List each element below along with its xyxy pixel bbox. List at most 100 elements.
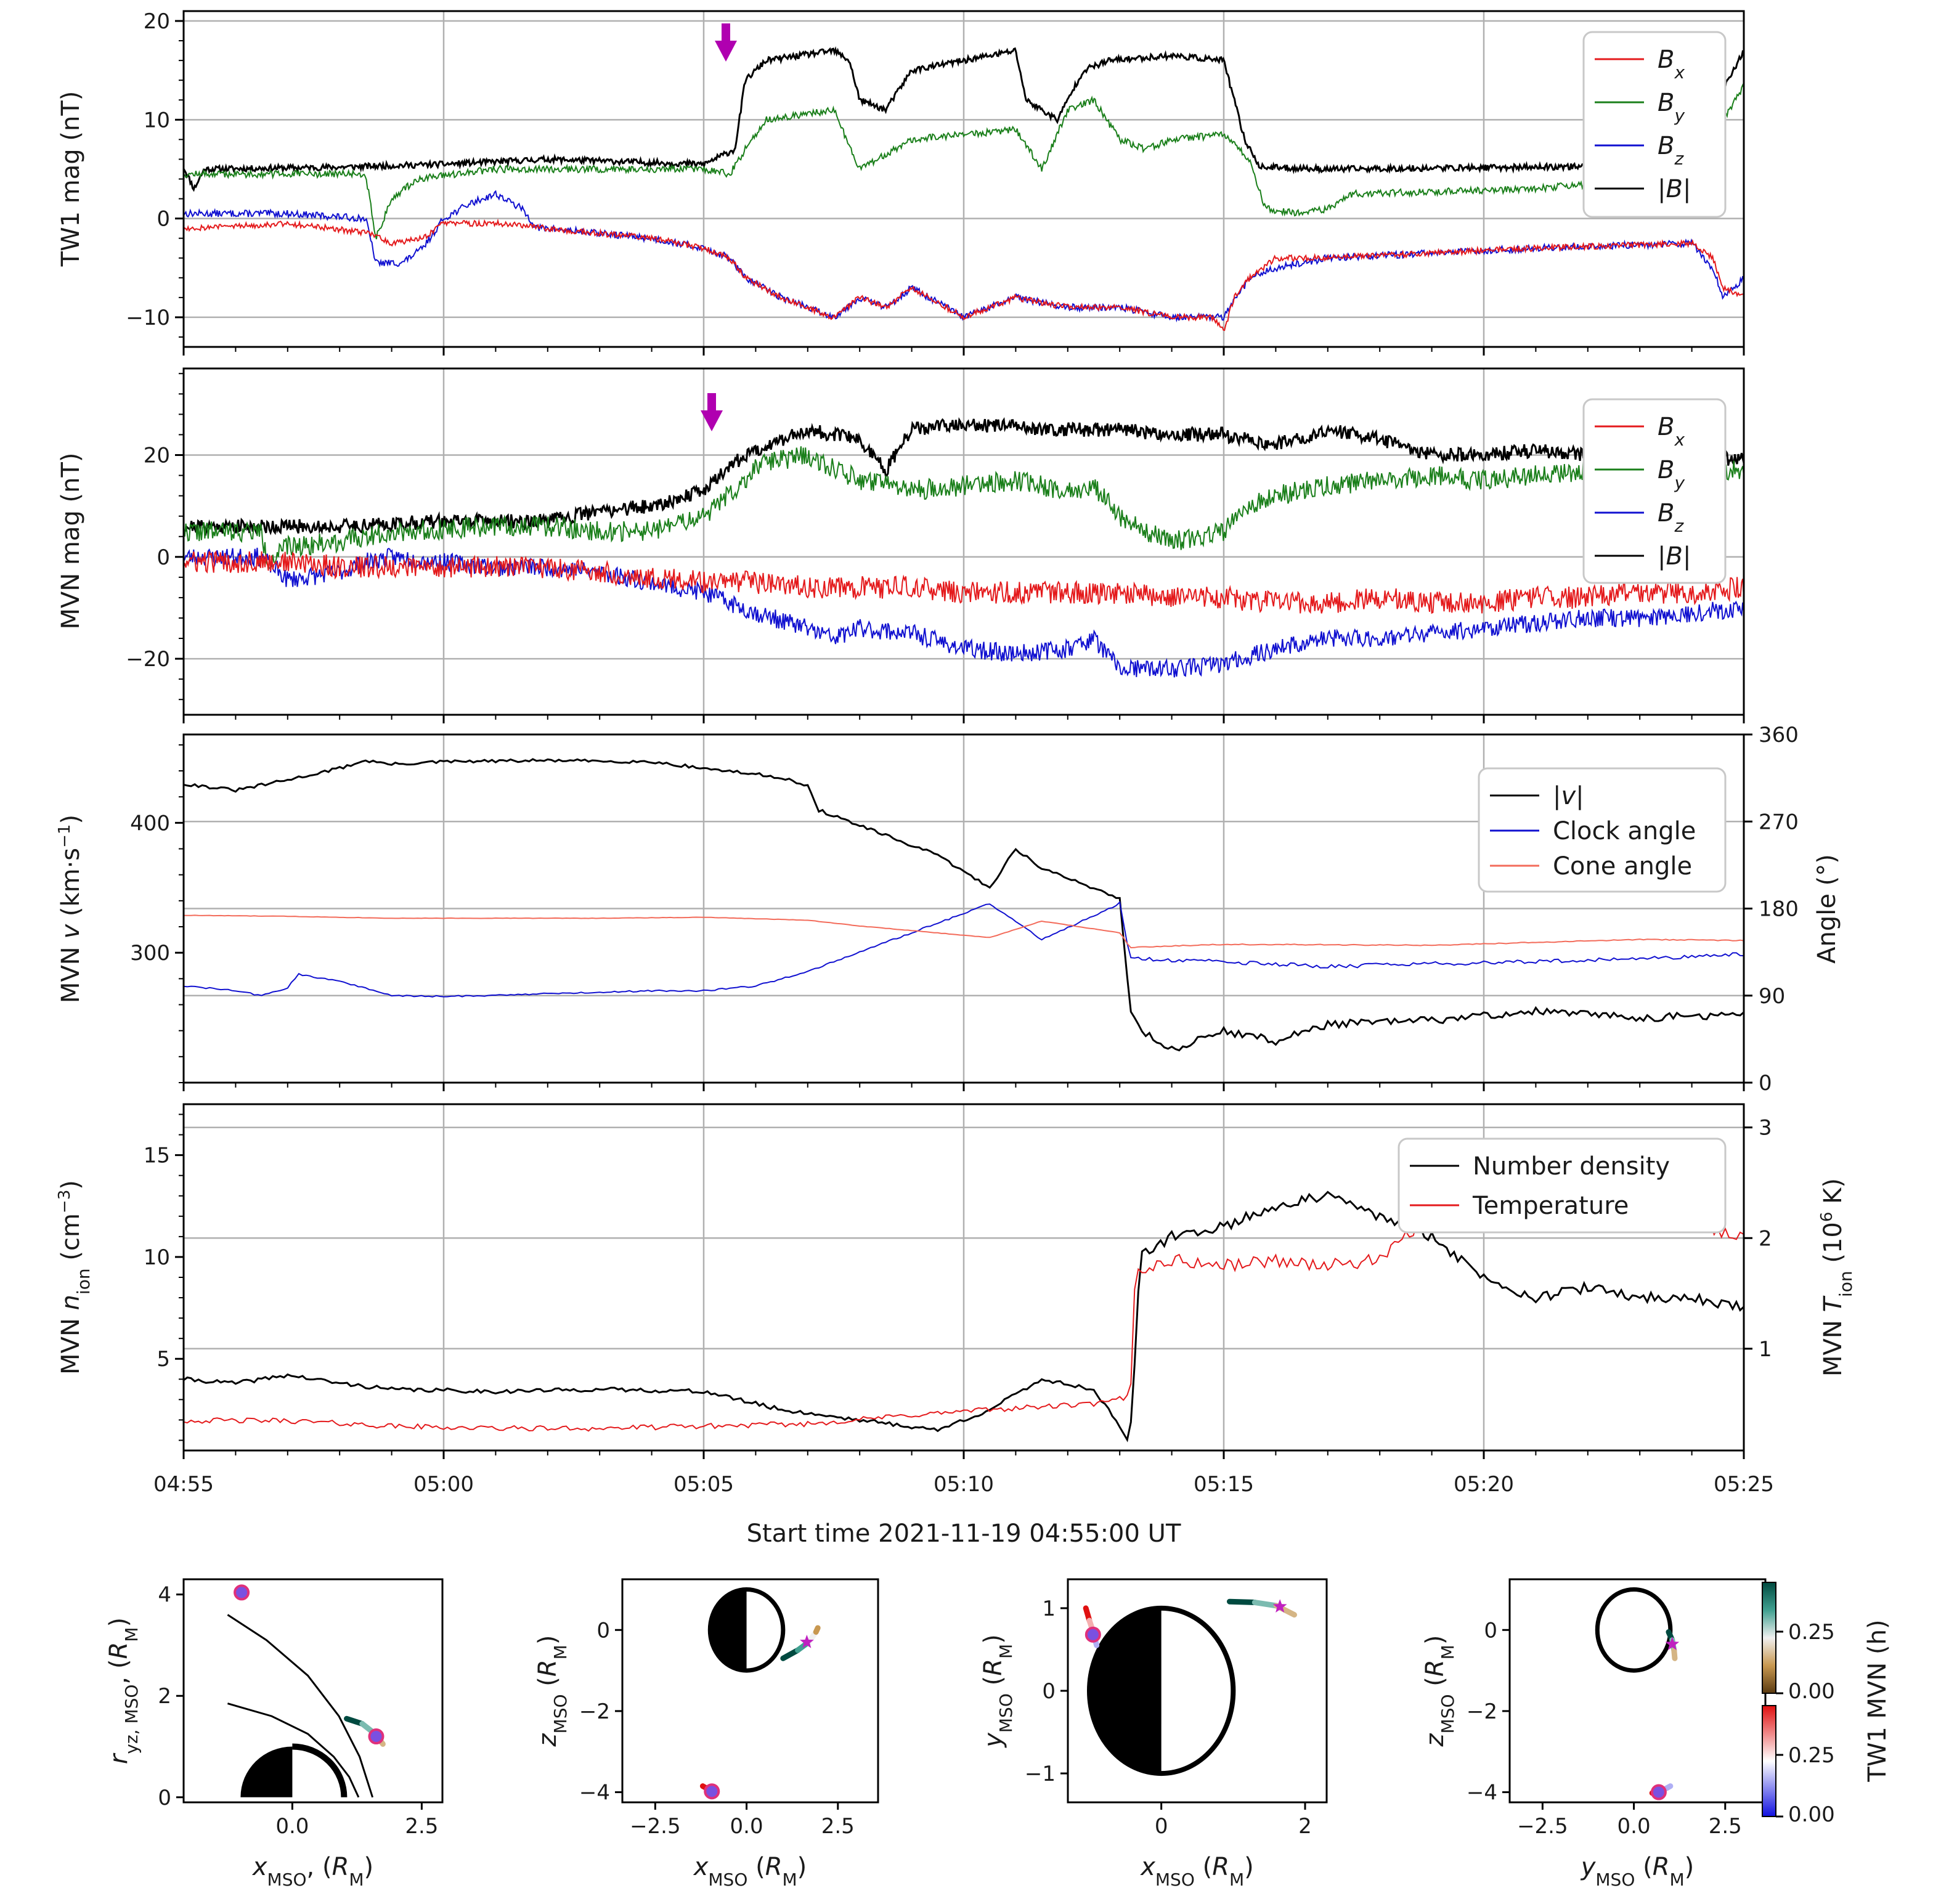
ylabel-tw1-mag: TW1 mag (nT) <box>57 91 85 267</box>
series-line--v- <box>184 758 1744 1052</box>
ylabel-mvn-v: MVN v (km·s−1) <box>55 815 85 1003</box>
series-line-bx <box>184 550 1744 614</box>
spacecraft-marker <box>1650 1784 1667 1800</box>
panel-tw1-mag: −10 0 10 20 TW1 mag (nT) Bx By Bz |B| <box>57 9 1745 356</box>
time-tick-label: 05:15 <box>1194 1472 1254 1497</box>
legend-label: Bz <box>1658 132 1684 169</box>
series-line--b- <box>184 46 1744 192</box>
crossing-star-marker <box>800 1635 814 1648</box>
orbit-y-tick-label: 0 <box>1484 1618 1497 1643</box>
boundary-magnetopause <box>227 1703 360 1798</box>
orbit-frame <box>182 1578 444 1804</box>
colorbar-mvn <box>1762 1582 1776 1694</box>
spacecraft-marker <box>1084 1626 1101 1643</box>
yticks-mvn-n: 5 10 15 1 2 3 <box>144 1113 1772 1441</box>
mars-nightside <box>710 1589 747 1671</box>
spacecraft-marker <box>368 1728 385 1745</box>
orbit-x-tick-label: 2.5 <box>1709 1814 1742 1839</box>
orbit-track-mvn <box>1671 1647 1678 1661</box>
spacecraft-marker <box>234 1584 250 1601</box>
legend-label: |v| <box>1553 782 1584 810</box>
orbit-plot-area <box>1595 1587 1680 1800</box>
orbit-x-tick-label: 2.5 <box>821 1814 855 1839</box>
colorbars: 0.00 0.25 0.00 0.25 TW1 MVN (h) <box>1762 1582 1892 1827</box>
y-tick-label: 10 <box>144 1245 170 1270</box>
orbit-x-tick-label: 2.5 <box>405 1814 438 1839</box>
y-tick-label: 20 <box>144 444 170 468</box>
y-tick-label: 15 <box>144 1144 170 1168</box>
series-line-bz <box>184 190 1744 323</box>
y-tick-label: 400 <box>130 811 170 836</box>
series-line-by <box>184 83 1744 240</box>
y-tick-label: −10 <box>126 306 170 330</box>
y-tick-label: 10 <box>144 108 170 132</box>
series-line-cone-angle <box>184 914 1744 949</box>
y2-tick-label: 2 <box>1759 1226 1772 1251</box>
orbit-y-tick-label: 0 <box>596 1618 610 1643</box>
time-axis: 04:55 05:00 05:05 05:10 05:15 05:20 05:25 Star… <box>153 1472 1774 1548</box>
arrow-mvn-mag <box>701 393 723 431</box>
y2label-mvn-n: MVN Tion (106 K) <box>1818 1178 1856 1377</box>
y2-tick-label: 90 <box>1759 984 1785 1009</box>
orbit-x-tick-label: 0.0 <box>275 1814 309 1839</box>
orbit-track-tw1 <box>1664 1783 1674 1791</box>
y2-tick-label: 0 <box>1759 1071 1772 1096</box>
orbit-y-label: zMSO (RM) <box>1421 1635 1458 1747</box>
grid-mvn-n <box>182 1104 1745 1459</box>
legend-label: |B| <box>1658 542 1691 571</box>
panel-mvn-mag: −20 0 20 MVN mag (nT) Bx By Bz |B| <box>57 367 1745 723</box>
ylabel-mvn-mag: MVN mag (nT) <box>57 452 85 629</box>
legend-label: Number density <box>1473 1152 1670 1181</box>
orbit-y-tick-label: 0 <box>1042 1679 1056 1704</box>
frame-tw1-mag <box>182 10 1745 348</box>
orbit-y-tick-label: 2 <box>158 1684 171 1709</box>
orbit-frame <box>621 1578 879 1804</box>
boundary-bow-shock <box>227 1614 374 1798</box>
series-line-number-density <box>184 1190 1744 1442</box>
colorbar-tick-label: 0.00 <box>1788 1802 1835 1827</box>
orbit-track-mvn <box>1251 1600 1279 1609</box>
mars-nightside <box>1089 1608 1162 1774</box>
y-tick-label: 20 <box>144 9 170 34</box>
orbit-panel-xz: −2.5 0.0 2.5 −4 −2 0 xMSO (RM) zMSO (RM) <box>534 1578 879 1890</box>
time-tick-label: 04:55 <box>153 1472 214 1497</box>
y-tick-label: 0 <box>157 207 170 232</box>
orbit-panel-yz: −2.5 0.0 2.5 −4 −2 0 yMSO (RM) zMSO (RM) <box>1421 1578 1767 1890</box>
y-tick-label: 300 <box>130 941 170 966</box>
legend-label: Cone angle <box>1553 852 1692 881</box>
orbit-panel-xy: 0 2 −1 0 1 xMSO (RM) yMSO (RM) <box>979 1578 1328 1890</box>
time-tick-label: 05:20 <box>1454 1472 1514 1497</box>
orbit-plot-area <box>227 1584 386 1798</box>
orbit-y-tick-label: −4 <box>1467 1781 1497 1805</box>
orbit-y-tick-label: 0 <box>158 1786 171 1810</box>
orbit-y-label: zMSO (RM) <box>534 1635 571 1747</box>
time-tick-label: 05:00 <box>413 1472 474 1497</box>
yticks-mvn-v: 300 400 0 90 180 270 360 <box>130 723 1799 1096</box>
legend-label: |B| <box>1658 175 1691 203</box>
orbit-x-label: yMSO (RM) <box>1581 1853 1695 1890</box>
orbit-plot-area <box>699 1587 821 1800</box>
orbit-track-mvn <box>780 1647 801 1661</box>
frame-mvn-n <box>182 1103 1745 1452</box>
orbit-track-mvn <box>1227 1598 1258 1606</box>
y-tick-label: −20 <box>126 647 170 672</box>
orbit-x-tick-label: 0 <box>1155 1814 1168 1839</box>
colorbar-ticks: 0.00 0.25 0.00 0.25 <box>1776 1620 1835 1827</box>
yticks-mvn-mag: −20 0 20 <box>126 373 184 701</box>
legend-label: By <box>1658 89 1685 126</box>
spacecraft-marker <box>704 1783 720 1800</box>
crossing-star-marker <box>1272 1599 1287 1613</box>
grid-tw1-mag <box>182 11 1745 356</box>
legend-mvn-v: |v| Clock angle Cone angle <box>1478 767 1727 893</box>
orbit-x-tick-label: 2 <box>1298 1814 1312 1839</box>
time-tick-labels: 04:55 05:00 05:05 05:10 05:15 05:20 05:25 <box>153 1472 1774 1497</box>
orbit-x-label: xMSO, (RM) <box>251 1853 373 1890</box>
y-tick-label: 0 <box>157 545 170 570</box>
y2-tick-label: 270 <box>1759 810 1799 834</box>
series-line-bz <box>184 547 1744 678</box>
orbit-x-tick-label: 0.0 <box>1618 1814 1651 1839</box>
mars-dayside-outline <box>292 1743 348 1797</box>
y2-tick-label: 360 <box>1759 723 1799 747</box>
orbit-x-tick-label: −2.5 <box>630 1814 681 1839</box>
